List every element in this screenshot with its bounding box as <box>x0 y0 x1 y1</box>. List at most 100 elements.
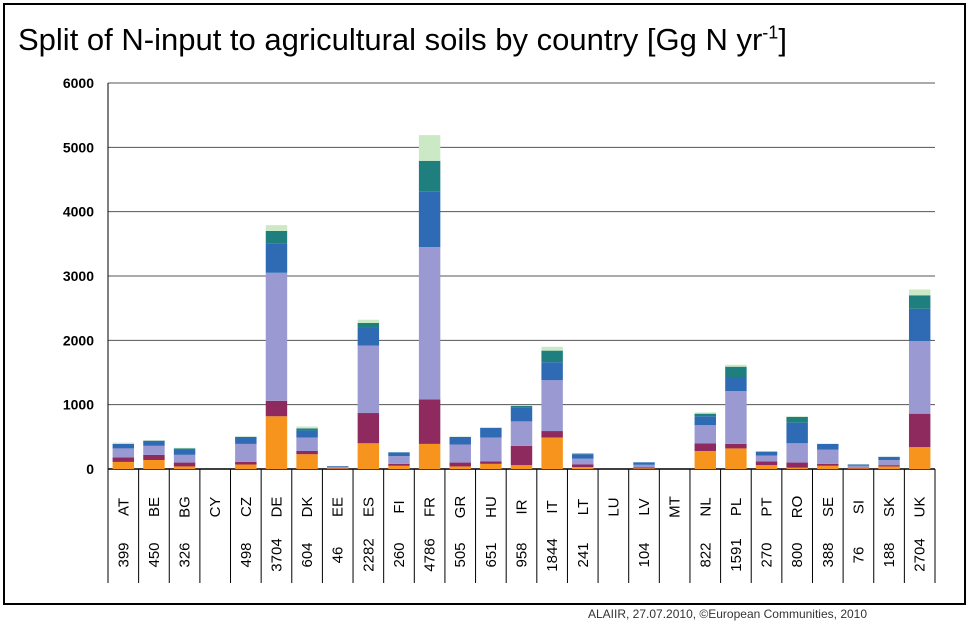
bar-segment-ro-3 <box>786 423 807 444</box>
bar-segment-at-3 <box>113 444 134 449</box>
bar-segment-ro-4 <box>786 417 807 423</box>
bar-segment-ro-5 <box>786 416 807 417</box>
bar-segment-gr-3 <box>450 437 471 445</box>
category-label: BE <box>146 497 163 517</box>
bar-segment-bg-5 <box>174 448 195 449</box>
bar-segment-gr-0 <box>450 466 471 469</box>
category-label: HU <box>483 496 500 518</box>
copyright-footer: ALAIIR, 27.07.2010, ©European Communitie… <box>588 607 867 621</box>
bar-segment-hu-3 <box>480 428 501 438</box>
bar-segment-de-1 <box>266 401 287 416</box>
bar-segment-si-0 <box>848 468 869 469</box>
bar-segment-cz-0 <box>235 464 256 469</box>
category-label: ES <box>360 497 377 517</box>
bar-segment-it-0 <box>541 437 562 469</box>
bar-segment-fr-2 <box>419 247 440 399</box>
bar-segment-uk-2 <box>909 341 930 414</box>
bar-segment-dk-0 <box>296 454 317 469</box>
bar-segment-nl-2 <box>695 425 716 443</box>
category-label: PT <box>759 497 776 516</box>
total-label: 498 <box>238 542 255 567</box>
total-label: 3704 <box>268 538 285 571</box>
total-label: 326 <box>177 542 194 567</box>
category-label: MT <box>667 496 684 518</box>
total-label: 958 <box>514 542 531 567</box>
bar-segment-lt-0 <box>572 467 593 469</box>
category-label: DK <box>299 497 316 518</box>
bar-segment-de-2 <box>266 273 287 401</box>
category-label: RO <box>789 496 806 519</box>
total-label: 388 <box>820 542 837 567</box>
bars <box>113 135 931 469</box>
bar-segment-si-1 <box>848 468 869 469</box>
bar-segment-it-4 <box>541 351 562 363</box>
bar-segment-lt-2 <box>572 459 593 465</box>
bar-segment-ro-2 <box>786 443 807 462</box>
bar-segment-pt-1 <box>756 461 777 465</box>
bar-segment-bg-3 <box>174 449 195 455</box>
y-tick-label: 1000 <box>63 397 94 413</box>
bar-segment-se-0 <box>817 466 838 469</box>
bar-segment-cz-2 <box>235 444 256 462</box>
bar-segment-ro-0 <box>786 468 807 469</box>
bar-segment-uk-5 <box>909 290 930 296</box>
bar-segment-pt-5 <box>756 451 777 452</box>
bar-segment-es-4 <box>358 323 379 328</box>
bar-segment-fi-3 <box>388 452 409 456</box>
bar-segment-pl-2 <box>725 391 746 444</box>
bar-segment-dk-3 <box>296 430 317 437</box>
bar-segment-pt-0 <box>756 465 777 469</box>
bar-segment-lv-2 <box>633 465 654 468</box>
bar-segment-cz-5 <box>235 436 256 437</box>
bar-segment-lt-4 <box>572 454 593 455</box>
bar-segment-fr-5 <box>419 135 440 161</box>
y-tick-label: 6000 <box>63 75 94 91</box>
bar-segment-es-5 <box>358 320 379 323</box>
bar-segment-fr-3 <box>419 192 440 247</box>
category-label: DE <box>268 497 285 518</box>
total-label: 4786 <box>422 538 439 571</box>
bar-segment-bg-1 <box>174 463 195 467</box>
bar-segment-bg-2 <box>174 455 195 463</box>
bar-segment-fr-0 <box>419 444 440 469</box>
bar-segment-fi-1 <box>388 464 409 466</box>
bar-segment-be-1 <box>143 455 164 460</box>
bar-segment-lv-3 <box>633 462 654 465</box>
bar-segment-at-5 <box>113 443 134 444</box>
category-label: FR <box>422 497 439 517</box>
bar-segment-uk-3 <box>909 309 930 341</box>
total-label: 505 <box>452 542 469 567</box>
bar-segment-es-1 <box>358 413 379 443</box>
bar-segment-es-0 <box>358 443 379 469</box>
bar-segment-hu-1 <box>480 461 501 464</box>
bar-segment-ee-3 <box>327 466 348 467</box>
bar-segment-de-5 <box>266 225 287 231</box>
bar-segment-nl-3 <box>695 416 716 425</box>
category-label: PL <box>728 498 745 516</box>
bar-segment-es-3 <box>358 327 379 345</box>
bar-segment-nl-1 <box>695 443 716 451</box>
bar-segment-nl-5 <box>695 412 716 413</box>
total-label: 450 <box>146 542 163 567</box>
bar-segment-fi-0 <box>388 466 409 469</box>
total-label: 1844 <box>544 538 561 571</box>
bar-segment-cz-1 <box>235 462 256 465</box>
category-label: GR <box>452 496 469 519</box>
bar-segment-ir-5 <box>511 405 532 406</box>
category-label: SI <box>850 500 867 514</box>
bar-segment-lt-1 <box>572 464 593 467</box>
bar-segment-uk-1 <box>909 414 930 447</box>
bar-segment-dk-5 <box>296 427 317 429</box>
bar-segment-lv-1 <box>633 467 654 468</box>
bar-segment-sk-3 <box>878 457 899 460</box>
bar-segment-ir-2 <box>511 421 532 445</box>
bar-segment-be-2 <box>143 446 164 455</box>
bar-segment-ir-3 <box>511 408 532 422</box>
category-label: LV <box>636 498 653 515</box>
bar-segment-at-0 <box>113 462 134 469</box>
bar-segment-hu-2 <box>480 437 501 461</box>
bar-segment-gr-1 <box>450 463 471 467</box>
bar-segment-fr-4 <box>419 161 440 192</box>
bar-segment-lt-3 <box>572 454 593 459</box>
